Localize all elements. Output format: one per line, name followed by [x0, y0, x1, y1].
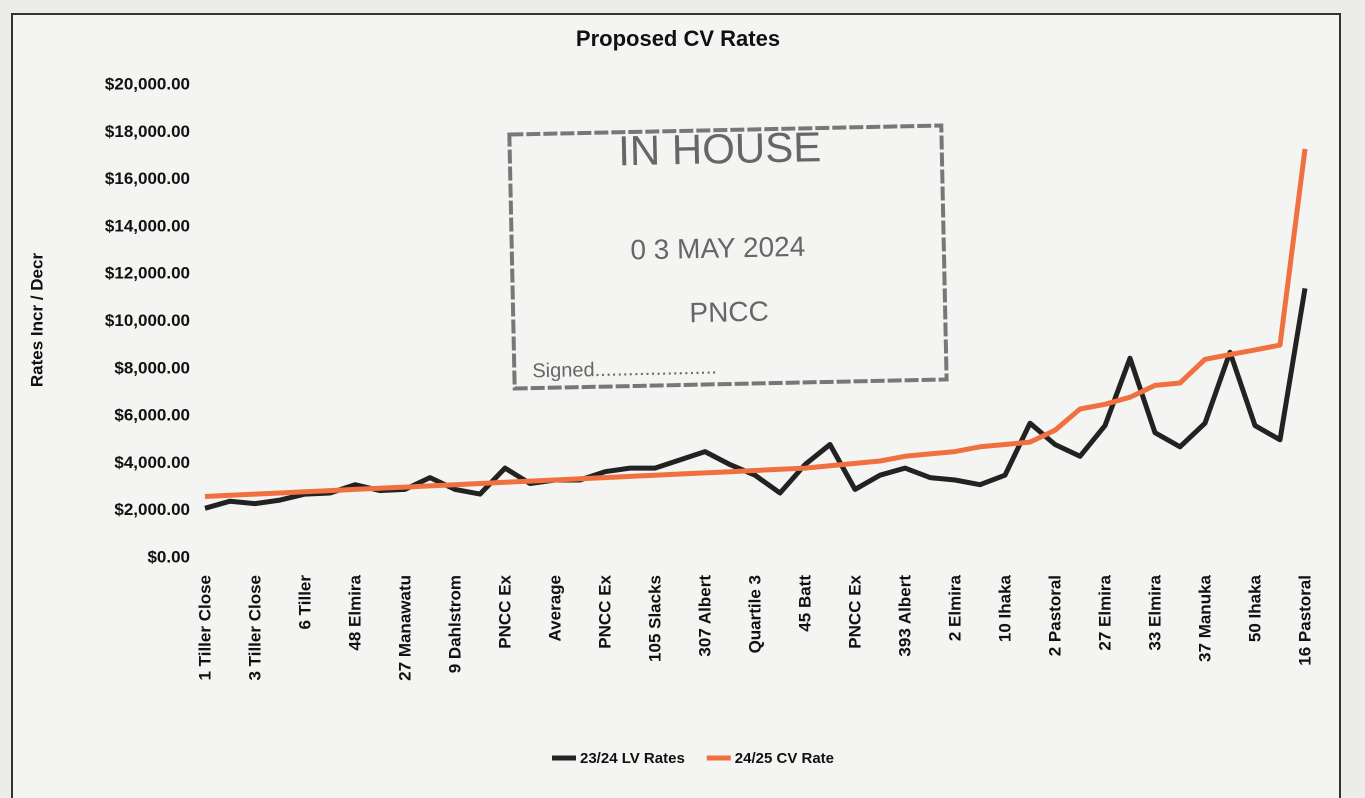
x-tick-label: 6 Tiller [295, 575, 314, 630]
legend-label: 23/24 LV Rates [580, 750, 685, 767]
x-tick-label: 9 Dahlstrom [445, 575, 464, 673]
y-tick-label: $18,000.00 [105, 122, 190, 141]
stamp-signed: Signed...................... [532, 357, 717, 383]
legend-label: 24/25 CV Rate [735, 750, 834, 767]
chart-frame [11, 13, 1341, 798]
x-tick-label: 2 Pastoral [1045, 575, 1064, 656]
y-tick-label: $16,000.00 [105, 169, 190, 188]
x-tick-label: 105 Slacks [645, 575, 664, 662]
y-tick-label: $0.00 [147, 547, 190, 566]
x-tick-label: 45 Batt [795, 575, 814, 632]
x-tick-label: 10 Ihaka [995, 574, 1014, 642]
x-tick-label: 48 Elmira [345, 574, 364, 650]
x-tick-label: 1 Tiller Close [195, 575, 214, 681]
stamp-date: 0 3 MAY 2024 [630, 231, 805, 266]
y-tick-label: $12,000.00 [105, 264, 190, 283]
x-tick-label: 16 Pastoral [1295, 575, 1314, 666]
stamp-title: IN HOUSE [618, 123, 822, 174]
x-tick-label: 307 Albert [695, 575, 714, 657]
y-tick-label: $20,000.00 [105, 74, 190, 93]
stamp-org: PNCC [689, 296, 769, 329]
x-tick-label: 27 Manawatu [395, 575, 414, 681]
x-tick-label: 27 Elmira [1095, 574, 1114, 650]
y-axis-label: Rates Incr / Decr [27, 253, 46, 388]
chart-title: Proposed CV Rates [576, 26, 780, 51]
x-tick-label: Average [545, 575, 564, 641]
x-tick-label: PNCC Ex [495, 574, 514, 648]
x-tick-label: PNCC Ex [845, 574, 864, 648]
y-tick-label: $4,000.00 [114, 453, 190, 472]
y-tick-label: $8,000.00 [114, 358, 190, 377]
x-tick-label: 2 Elmira [945, 574, 964, 641]
series-line [204, 148, 1308, 499]
x-tick-label: 37 Manuka [1195, 574, 1214, 661]
x-tick-label: 50 Ihaka [1245, 574, 1264, 642]
y-tick-label: $2,000.00 [114, 500, 190, 519]
x-tick-label: 33 Elmira [1145, 574, 1164, 650]
x-tick-label: 393 Albert [895, 575, 914, 657]
x-tick-label: PNCC Ex [595, 574, 614, 648]
y-tick-label: $6,000.00 [114, 406, 190, 425]
x-tick-label: Quartile 3 [745, 575, 764, 653]
x-tick-label: 3 Tiller Close [245, 575, 264, 681]
y-tick-label: $10,000.00 [105, 311, 190, 330]
stamp: IN HOUSE 0 3 MAY 2024 PNCC Signed.......… [507, 123, 949, 391]
y-tick-label: $14,000.00 [105, 216, 190, 235]
stamp-border [507, 123, 949, 391]
